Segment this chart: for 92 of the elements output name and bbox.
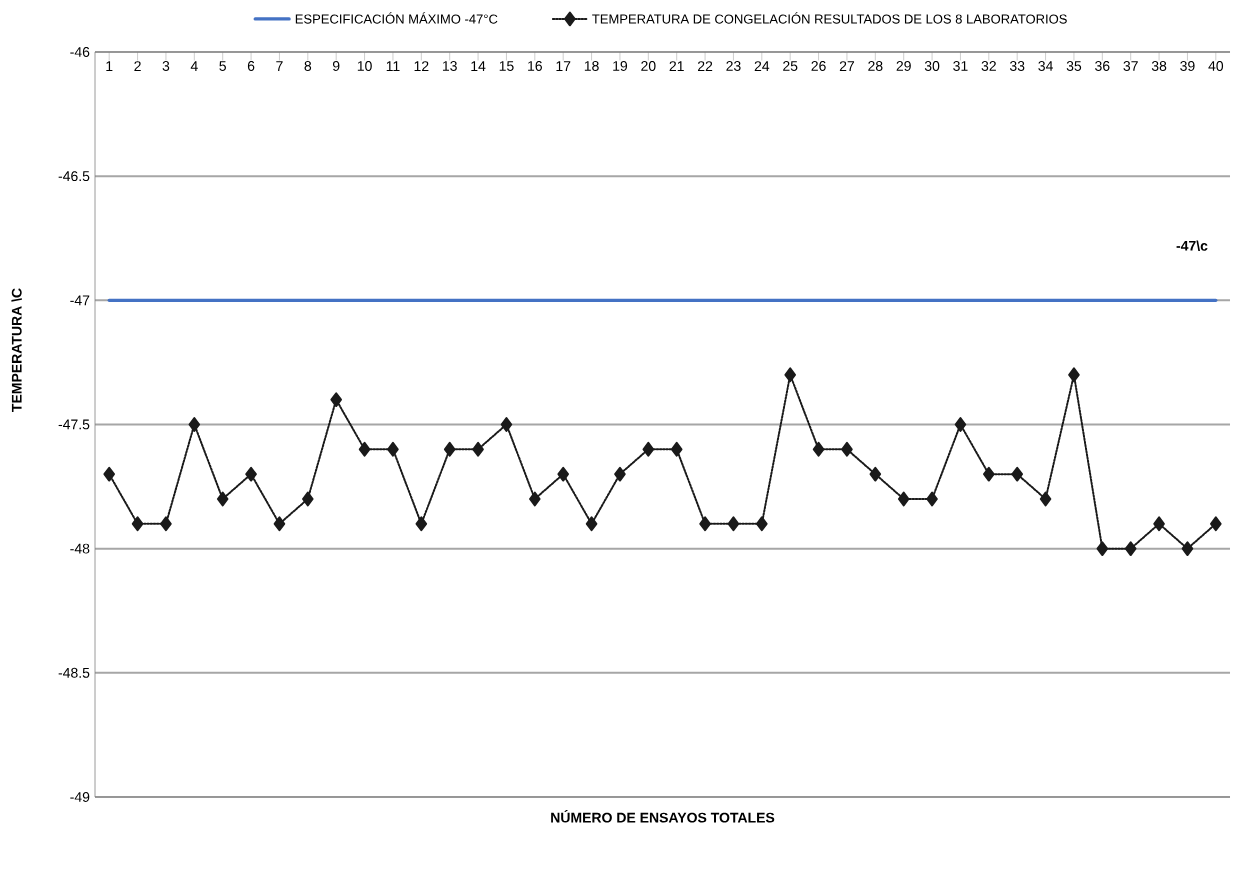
point — [1153, 516, 1165, 532]
point — [756, 516, 768, 532]
x-tick-label: 4 — [190, 61, 198, 71]
point — [841, 441, 853, 457]
y-tick-label: -47 — [70, 295, 90, 306]
y-tick-label: -46.5 — [58, 171, 90, 182]
x-tick-label: 2 — [134, 61, 141, 71]
x-tick-label: 25 — [783, 60, 798, 71]
point — [784, 367, 796, 383]
x-tick-label: 18 — [584, 60, 599, 71]
point — [614, 466, 626, 482]
point — [188, 417, 201, 432]
point — [1011, 466, 1023, 482]
x-tick-label: 17 — [556, 61, 571, 71]
x-tick-label: 19 — [613, 60, 628, 71]
x-tick-label: 22 — [698, 61, 713, 71]
point — [273, 516, 286, 532]
x-tick-label: 23 — [726, 60, 741, 71]
point — [302, 491, 314, 507]
y-axis-title: TEMPERATURA \C — [11, 288, 22, 412]
x-tick-label: 21 — [669, 61, 684, 71]
x-tick-label: 8 — [304, 60, 312, 71]
x-tick-label: 32 — [981, 60, 996, 71]
point — [1068, 367, 1080, 383]
x-tick-label: 37 — [1123, 60, 1138, 71]
y-tick-label: -47.5 — [58, 419, 90, 430]
x-tick-label: 33 — [1009, 60, 1025, 71]
x-tick-label: 29 — [896, 60, 911, 71]
point — [812, 441, 825, 457]
point — [387, 441, 399, 457]
x-tick-label: 26 — [811, 60, 826, 71]
y-tick-label: -46 — [70, 47, 90, 57]
point — [557, 466, 569, 482]
annotation: -47\c — [1176, 240, 1208, 251]
point — [415, 516, 428, 532]
x-tick-label: 9 — [332, 60, 340, 71]
x-tick-label: 36 — [1095, 60, 1110, 71]
x-tick-label: 40 — [1208, 60, 1224, 71]
point — [954, 417, 967, 432]
point — [131, 516, 144, 532]
y-tick-label: -48.5 — [58, 667, 90, 678]
x-tick-label: 31 — [953, 60, 968, 71]
x-tick-label: 12 — [414, 61, 429, 71]
y-tick-label: -49 — [70, 792, 90, 802]
point — [897, 491, 910, 507]
x-tick-label: 10 — [357, 60, 372, 71]
x-tick-label: 13 — [442, 60, 457, 71]
x-tick-label: 1 — [106, 61, 113, 71]
point — [330, 392, 342, 408]
point — [699, 516, 711, 532]
x-tick-label: 30 — [924, 60, 940, 71]
x-tick-label: 16 — [528, 60, 542, 71]
point — [103, 466, 115, 482]
x-tick-label: 11 — [386, 61, 400, 71]
x-tick-label: 27 — [839, 61, 855, 71]
point — [529, 491, 541, 507]
x-tick-label: 20 — [641, 60, 656, 71]
point — [443, 441, 456, 457]
point — [869, 466, 882, 482]
x-tick-label: 14 — [471, 61, 486, 71]
point — [983, 466, 995, 482]
point — [926, 491, 938, 507]
point — [642, 441, 655, 457]
point — [670, 441, 683, 457]
x-tick-label: 39 — [1180, 60, 1195, 71]
point — [727, 516, 740, 532]
point — [245, 466, 257, 482]
point — [1039, 491, 1052, 507]
x-tick-label: 15 — [499, 61, 514, 71]
point — [472, 441, 484, 457]
x-tick-label: 5 — [219, 61, 226, 71]
x-tick-label: 24 — [754, 61, 770, 71]
legend-label: TEMPERATURA DE CONGELACIÓN RESULTADOS DE LOS 8 LABORATORIOS — [592, 12, 1067, 24]
point — [358, 441, 371, 457]
x-tick-label: 7 — [276, 61, 283, 71]
x-tick-label: 34 — [1038, 60, 1053, 71]
x-tick-label: 38 — [1151, 60, 1167, 71]
x-tick-label: 28 — [868, 60, 883, 71]
point — [160, 516, 172, 532]
y-tick-label: -48 — [70, 543, 90, 554]
point — [585, 516, 598, 532]
x-tick-label: 35 — [1066, 60, 1082, 71]
point — [1181, 541, 1194, 557]
point — [1096, 541, 1109, 557]
point — [216, 491, 229, 507]
point — [1124, 541, 1137, 557]
x-tick-label: 3 — [162, 60, 170, 71]
x-tick-label: 6 — [247, 60, 255, 71]
point — [500, 417, 513, 432]
legend-label: ESPECIFICACIÓN MÁXIMO -47°C — [295, 12, 498, 24]
point — [1210, 516, 1222, 532]
x-axis-title: NÚMERO DE ENSAYOS TOTALES — [551, 810, 775, 823]
